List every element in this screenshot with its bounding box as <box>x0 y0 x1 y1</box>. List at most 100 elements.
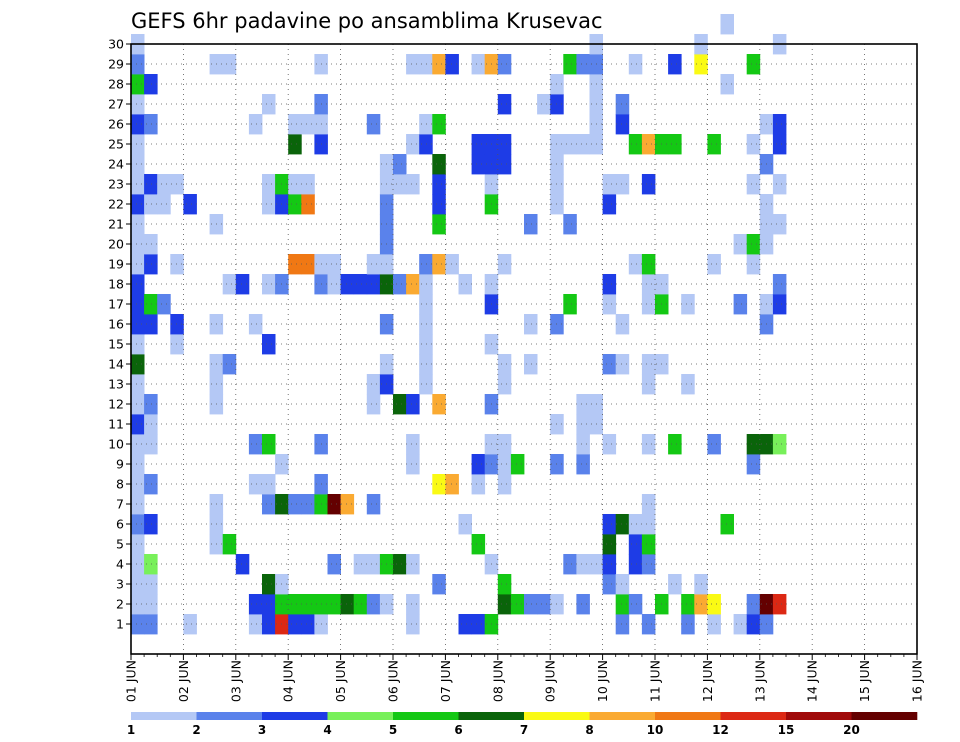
heatmap-cell <box>222 274 237 295</box>
y-tick-label: 6 <box>116 517 124 532</box>
x-tick-label: 07 JUN <box>438 660 453 702</box>
heatmap-cell <box>222 534 237 555</box>
heatmap-cell <box>668 54 682 75</box>
y-tick-label: 19 <box>108 257 124 272</box>
heatmap-cell <box>471 134 486 155</box>
heatmap-cell <box>681 614 695 635</box>
heatmap-cell <box>772 594 787 615</box>
heatmap-cell <box>746 54 761 75</box>
heatmap-cell <box>497 254 512 275</box>
heatmap-cell <box>157 174 171 195</box>
legend-label: 2 <box>192 723 200 737</box>
heatmap-cell <box>144 294 158 315</box>
heatmap-cell <box>681 594 695 615</box>
y-tick-label: 21 <box>108 217 124 232</box>
y-tick-label: 28 <box>108 77 124 92</box>
heatmap-cell <box>248 594 263 615</box>
heatmap-cell <box>668 574 682 595</box>
heatmap-cell <box>576 134 590 155</box>
heatmap-cell <box>340 274 355 295</box>
heatmap-cell <box>445 254 459 275</box>
heatmap-cell <box>458 274 472 295</box>
heatmap-cell <box>576 54 590 75</box>
heatmap-cell <box>628 134 643 155</box>
heatmap-cell <box>144 434 158 455</box>
heatmap-cell <box>615 594 630 615</box>
legend-label: 12 <box>712 723 729 737</box>
heatmap-cell <box>301 614 315 635</box>
heatmap-cell <box>288 134 302 155</box>
heatmap-cell <box>366 554 381 575</box>
heatmap-cell <box>432 154 446 175</box>
heatmap-cell <box>497 154 512 175</box>
heatmap-cell <box>641 614 656 635</box>
heatmap-cell <box>288 114 302 135</box>
heatmap-cell <box>497 574 512 595</box>
heatmap-cell <box>144 114 158 135</box>
heatmap-cell <box>144 614 158 635</box>
x-tick-label: 16 JUN <box>910 660 925 702</box>
heatmap-cell <box>131 74 145 95</box>
heatmap-cell <box>615 354 630 375</box>
y-tick-label: 16 <box>108 317 124 332</box>
heatmap-cell <box>628 534 643 555</box>
heatmap-cell <box>563 54 577 75</box>
heatmap-cell <box>615 174 630 195</box>
heatmap-cell <box>707 254 721 275</box>
color-legend: 1 2 3 4 5 6 7 8 10 12 15 20 <box>127 712 918 737</box>
heatmap-cell <box>366 254 381 275</box>
heatmap-cell <box>262 174 276 195</box>
heatmap-cell <box>615 114 630 135</box>
heatmap-cell <box>524 314 538 335</box>
heatmap-cell <box>183 194 197 215</box>
heatmap-cell <box>641 534 656 555</box>
heatmap-cell <box>353 274 368 295</box>
heatmap-cell <box>301 194 315 215</box>
y-tick-label: 8 <box>116 477 124 492</box>
heatmap-cell <box>576 434 590 455</box>
heatmap-cell <box>301 594 315 615</box>
x-axis: 01 JUN 02 JUN 03 JUN 04 JUN 05 JUN 06 JUN 07 J… <box>124 654 925 702</box>
heatmap-cell <box>131 454 145 475</box>
heatmap-cell <box>419 54 433 75</box>
heatmap-cell <box>720 514 734 535</box>
heatmap-cell <box>131 354 145 375</box>
heatmap-cell <box>720 14 734 35</box>
heatmap-cell <box>248 434 263 455</box>
heatmap-cell <box>641 274 656 295</box>
heatmap-cell <box>301 254 315 275</box>
heatmap-cell <box>471 54 486 75</box>
heatmap-cell <box>602 514 617 535</box>
legend-swatch <box>393 712 459 720</box>
x-tick-label: 13 JUN <box>752 660 767 702</box>
x-tick-label: 05 JUN <box>333 660 348 702</box>
heatmap-cell <box>157 294 171 315</box>
y-tick-label: 29 <box>108 57 124 72</box>
legend-swatch <box>327 712 394 720</box>
heatmap-cells <box>131 14 787 635</box>
heatmap-cell <box>707 434 721 455</box>
heatmap-cell <box>419 254 433 275</box>
y-tick-label: 1 <box>116 617 124 632</box>
heatmap-cell <box>301 174 315 195</box>
heatmap-cell <box>615 314 630 335</box>
heatmap-cell <box>393 394 407 415</box>
heatmap-cell <box>248 114 263 135</box>
heatmap-cell <box>301 114 315 135</box>
heatmap-cell <box>144 594 158 615</box>
legend-label: 4 <box>323 723 331 737</box>
heatmap-cell <box>707 134 721 155</box>
y-tick-label: 7 <box>116 497 124 512</box>
heatmap-cell <box>497 374 512 395</box>
heatmap-cell <box>131 374 145 395</box>
heatmap-cell <box>248 614 263 635</box>
heatmap-cell <box>471 454 486 475</box>
heatmap-cell <box>615 514 630 535</box>
heatmap-cell <box>131 574 145 595</box>
heatmap-cell <box>144 174 158 195</box>
legend-label: 7 <box>520 723 528 737</box>
heatmap-cell <box>497 474 512 495</box>
heatmap-cell <box>170 334 184 355</box>
heatmap-cell <box>144 554 158 575</box>
y-tick-label: 24 <box>108 157 124 172</box>
